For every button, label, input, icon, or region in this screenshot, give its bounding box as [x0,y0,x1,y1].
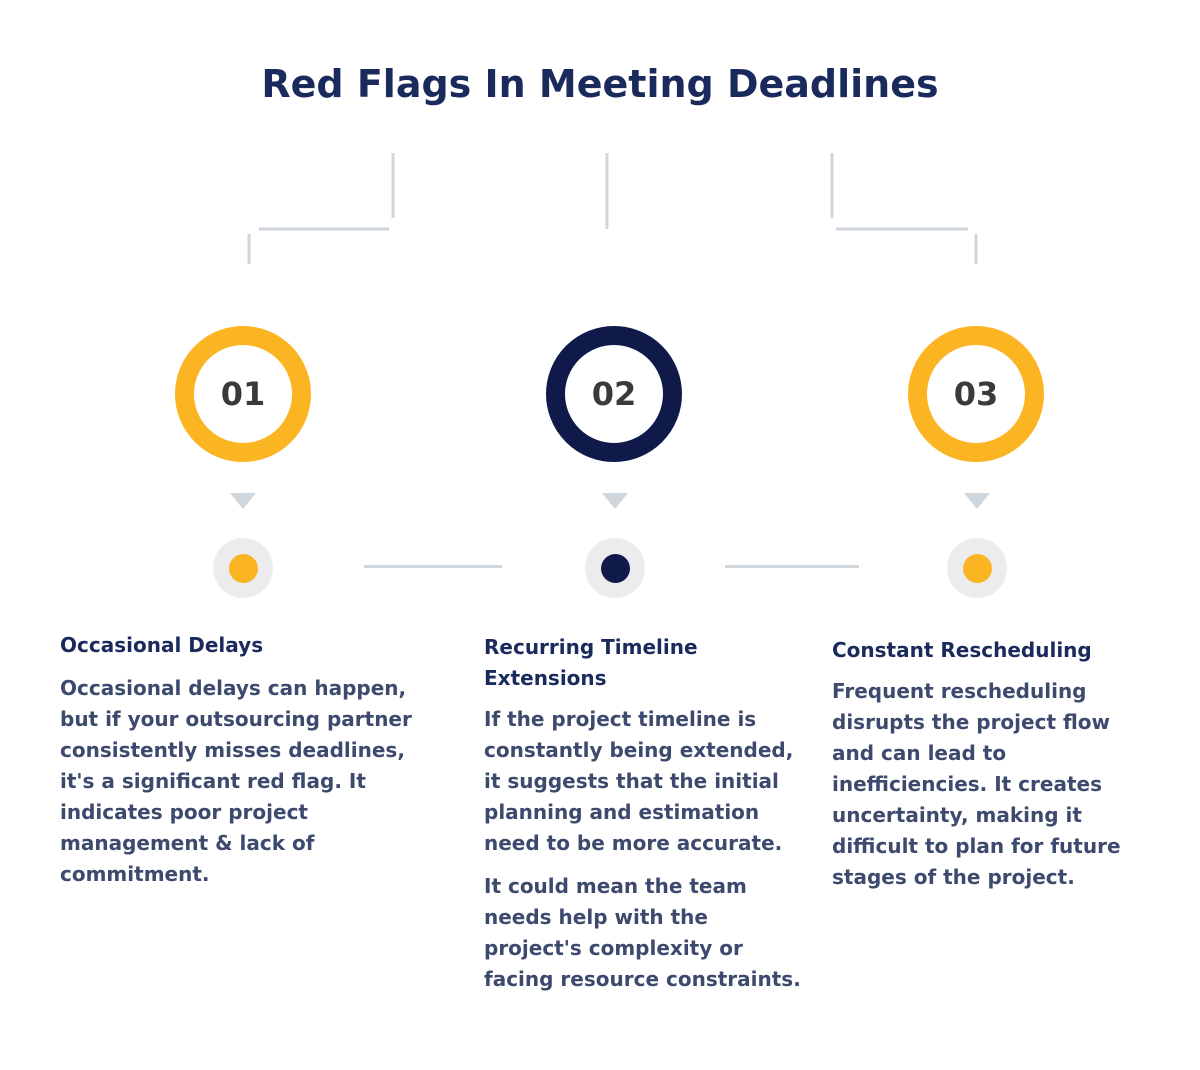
step-3-dot [947,538,1007,598]
step-2-dot [585,538,645,598]
step-1-paragraph: Occasional delays can happen, but if you… [60,676,412,886]
connector-tree [247,153,978,264]
step-2-paragraph-2: It could mean the team needs help with t… [484,874,801,991]
step-3-heading: Constant Rescheduling [832,638,1092,662]
timeline-line-1 [364,565,502,568]
step-3-number: 03 [953,375,999,413]
step-3-paragraph: Frequent rescheduling disrupts the proje… [832,679,1121,889]
step-2-paragraph-1: If the project timeline is constantly be… [484,707,794,855]
step-1-number: 01 [220,375,266,413]
step-3-arrow-icon [964,493,990,509]
timeline-line-2 [725,565,859,568]
step-2-ring: 02 [546,326,682,462]
page-title: Red Flags In Meeting Deadlines [261,62,939,106]
step-2-heading: Recurring Timeline Extensions [484,635,698,690]
step-1-arrow-icon [230,493,256,509]
step-1-ring: 01 [175,326,311,462]
step-1-dot [213,538,273,598]
step-1-body: Occasional delays can happen, but if you… [60,673,430,890]
step-2-dot-marker [600,553,630,583]
step-2-card: Recurring Timeline Extensions If the pro… [484,632,802,995]
step-2-body: If the project timeline is constantly be… [484,704,802,995]
step-3-ring: 03 [908,326,1044,462]
step-2-number: 02 [591,375,637,413]
step-3-card: Constant Rescheduling Frequent reschedul… [832,635,1132,893]
step-1-card: Occasional Delays Occasional delays can … [60,630,430,890]
step-3-body: Frequent rescheduling disrupts the proje… [832,676,1132,893]
step-1-dot-marker [228,553,258,583]
step-1-heading: Occasional Delays [60,633,264,657]
step-3-dot-marker [962,553,992,583]
step-2-arrow-icon [602,493,628,509]
